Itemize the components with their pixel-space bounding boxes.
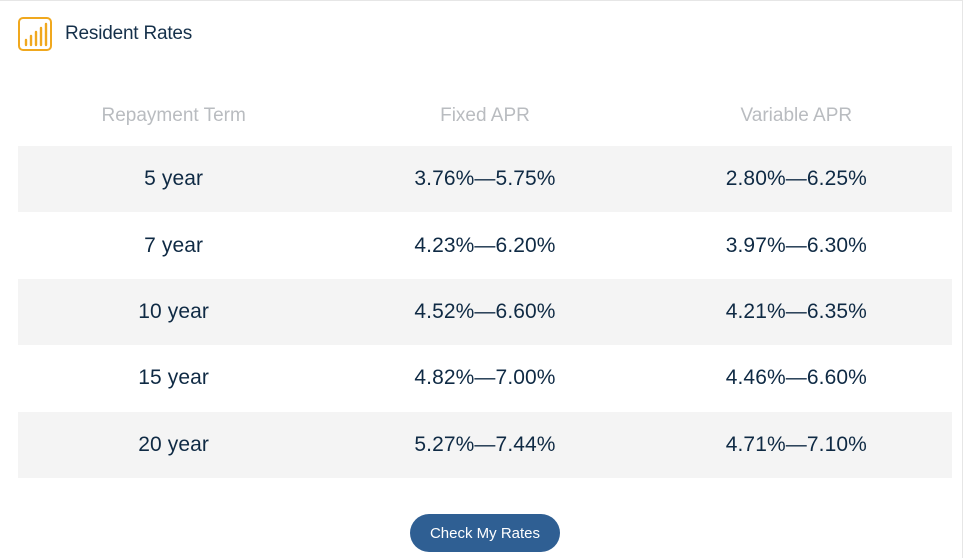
column-header-variable-apr: Variable APR [740, 105, 853, 126]
fixed-apr-cell: 4.82%—7.00% [414, 366, 556, 390]
card-title: Resident Rates [65, 23, 193, 44]
rates-table: Repayment Term Fixed APR Variable APR 5 … [18, 86, 952, 478]
table-row: 20 year 5.27%—7.44% 4.71%—7.10% [18, 411, 952, 478]
term-cell: 15 year [138, 366, 210, 390]
check-my-rates-button[interactable]: Check My Rates [410, 514, 560, 552]
fixed-apr-cell: 5.27%—7.44% [414, 432, 556, 456]
table-row: 10 year 4.52%—6.60% 4.21%—6.35% [18, 278, 952, 346]
term-cell: 5 year [144, 167, 204, 191]
variable-apr-cell: 4.71%—7.10% [725, 432, 867, 456]
bar-chart-icon [18, 17, 52, 51]
term-cell: 20 year [138, 432, 210, 456]
table-row: 15 year 4.82%—7.00% 4.46%—6.60% [18, 345, 952, 411]
fixed-apr-cell: 4.23%—6.20% [414, 233, 556, 257]
term-cell: 7 year [144, 233, 204, 257]
fixed-apr-cell: 4.52%—6.60% [414, 299, 556, 323]
variable-apr-cell: 4.46%—6.60% [725, 366, 867, 390]
term-cell: 10 year [138, 299, 210, 323]
column-header-fixed-apr: Fixed APR [440, 105, 530, 126]
variable-apr-cell: 4.21%—6.35% [725, 299, 867, 323]
fixed-apr-cell: 3.76%—5.75% [414, 167, 556, 191]
column-header-repayment-term: Repayment Term [101, 105, 246, 126]
variable-apr-cell: 3.97%—6.30% [725, 233, 867, 257]
card-header: Resident Rates [18, 17, 192, 51]
table-row: 7 year 4.23%—6.20% 3.97%—6.30% [18, 212, 952, 278]
table-row: 5 year 3.76%—5.75% 2.80%—6.25% [18, 146, 952, 213]
variable-apr-cell: 2.80%—6.25% [725, 167, 867, 191]
table-header-row: Repayment Term Fixed APR Variable APR [18, 86, 952, 146]
